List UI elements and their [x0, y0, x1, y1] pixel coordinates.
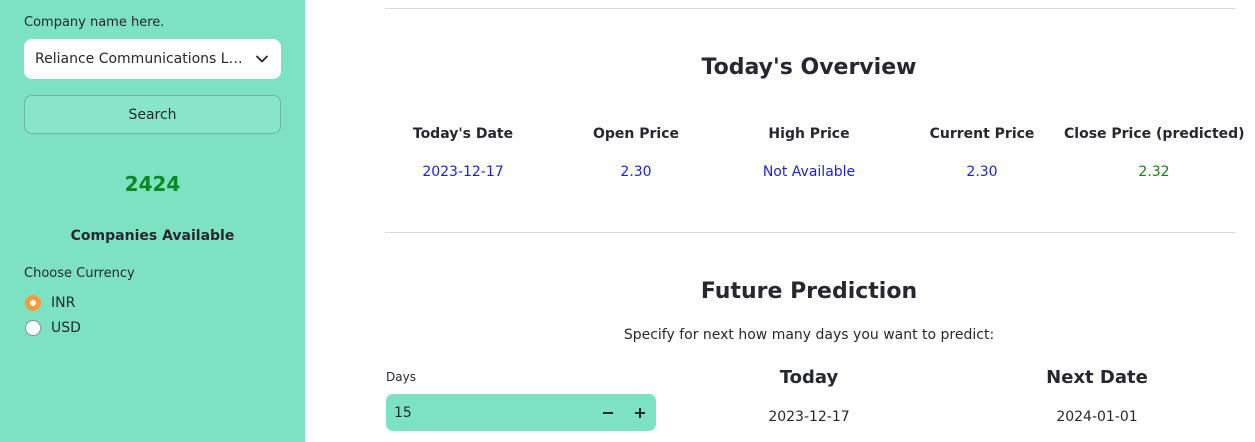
col-header-close-price: Close Price (predicted): [1064, 126, 1245, 142]
days-input[interactable]: 15: [394, 404, 412, 421]
chevron-down-icon: [255, 52, 269, 66]
companies-count: 2424: [124, 172, 181, 196]
currency-option-usd[interactable]: USD: [25, 320, 81, 336]
radio-checked-icon[interactable]: [25, 295, 41, 311]
company-select-label: Company name here.: [24, 15, 165, 30]
today-value: 2023-12-17: [768, 409, 850, 425]
value-close-price: 2.32: [1138, 164, 1170, 180]
plus-icon[interactable]: [624, 394, 656, 431]
prediction-subtitle: Specify for next how many days you want …: [623, 327, 995, 343]
value-today-date: 2023-12-17: [422, 164, 504, 180]
today-heading: Today: [779, 367, 839, 388]
value-high-price: Not Available: [762, 164, 856, 180]
next-date-heading: Next Date: [1046, 367, 1148, 388]
minus-icon[interactable]: [592, 394, 624, 431]
currency-option-inr[interactable]: INR: [25, 295, 75, 311]
days-stepper[interactable]: 15: [386, 394, 656, 431]
col-header-open-price: Open Price: [592, 126, 680, 142]
overview-title: Today's Overview: [701, 55, 917, 80]
col-header-high-price: High Price: [768, 126, 850, 142]
search-button[interactable]: Search: [24, 95, 281, 134]
currency-option-label: INR: [51, 295, 76, 311]
next-date-value: 2024-01-01: [1056, 409, 1138, 425]
value-open-price: 2.30: [620, 164, 652, 180]
radio-unchecked-icon[interactable]: [25, 320, 41, 336]
sidebar: Company name here. Reliance Communicatio…: [0, 0, 305, 442]
divider: [385, 8, 1235, 9]
prediction-title: Future Prediction: [700, 279, 918, 304]
companies-available-label: Companies Available: [70, 228, 235, 244]
col-header-today-date: Today's Date: [412, 126, 514, 142]
divider: [385, 232, 1235, 233]
col-header-current-price: Current Price: [929, 126, 1035, 142]
company-select-value: Reliance Communications Limited: [35, 51, 255, 67]
days-label: Days: [386, 370, 416, 384]
value-current-price: 2.30: [966, 164, 998, 180]
currency-label: Choose Currency: [24, 266, 135, 281]
currency-option-label: USD: [51, 320, 81, 336]
company-select[interactable]: Reliance Communications Limited: [24, 39, 281, 79]
